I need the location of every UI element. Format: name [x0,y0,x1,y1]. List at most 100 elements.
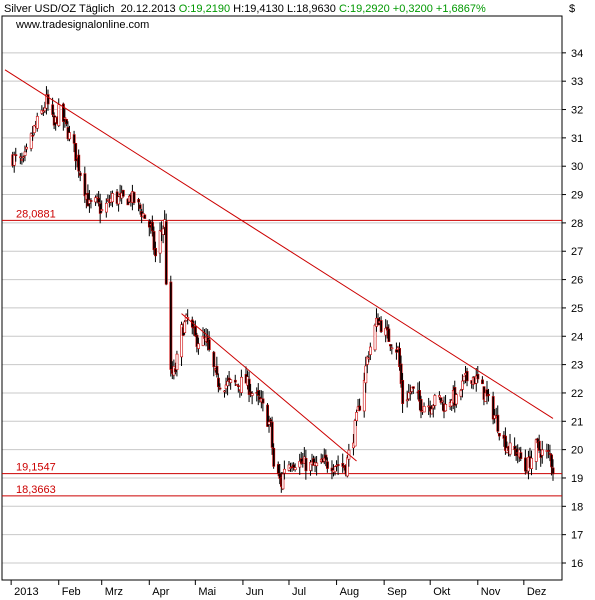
candle-body [433,395,437,406]
candle-body [496,414,500,432]
candle-body [89,200,93,202]
candle-body [324,454,328,461]
candle-body [111,193,114,203]
candle-body [218,387,222,390]
y-tick-label: 18 [571,501,583,513]
quote-date: 20.12.2013 [120,3,176,15]
x-tick-label: Mai [198,586,216,598]
candle-body [315,462,319,467]
y-tick-label: 28 [571,218,583,230]
candle-body [207,339,211,351]
candle-body [444,404,448,412]
candle-body [117,196,121,205]
candle-body [197,343,200,349]
candle-body [97,197,101,203]
candle-body [422,406,426,413]
candle-body [183,321,187,334]
candle-body [151,221,154,232]
y-tick-label: 17 [571,530,583,542]
candle-body [364,365,368,384]
candle-body [57,104,61,126]
candle-body [341,463,345,467]
candle-body [292,464,296,468]
candle-body [51,104,55,115]
candle-body [304,457,308,472]
candle-body [481,379,484,385]
candle-body [548,453,552,455]
candle-body [29,133,33,149]
candle-body [158,230,162,254]
candle-body [180,324,184,358]
candle-body [401,379,405,404]
candle-body [441,400,444,403]
candle-body [525,472,529,474]
candle-body [269,419,273,422]
candle-body [86,192,90,207]
candle-body [83,173,87,197]
candle-body [430,408,434,415]
y-tick-label: 32 [571,105,583,117]
candle-body [240,376,243,393]
level-label: 19,1547 [16,462,56,474]
y-tick-label: 20 [571,445,583,457]
candle-body [161,228,165,235]
level-label: 28,0881 [16,208,56,220]
candle-body [250,393,254,396]
candle-body [256,390,260,396]
candle-body [106,198,110,201]
candle-body [65,118,68,125]
candle-body [20,159,24,161]
candle-body [540,449,544,456]
candle-body [388,344,392,347]
level-label: 18,3663 [16,484,56,496]
candle-body [379,320,383,332]
candle-body [276,464,280,474]
candle-body [22,156,25,159]
candle-body [226,381,230,387]
candle-body [346,457,349,477]
instrument-name: Silver USD/OZ Täglich [4,3,115,15]
candle-body [32,125,36,133]
candle-body [491,396,495,420]
candle-body [175,353,179,370]
close-value: C:19,2920 +0,3200 +1,6867% [338,3,486,15]
candle-body [237,385,240,387]
candle-body [454,394,458,405]
candle-body [412,386,415,389]
candle-body [353,420,357,447]
y-tick-label: 25 [571,303,583,315]
candle-body [78,172,82,176]
x-tick-label: 2013 [14,586,38,598]
candle-body [169,281,173,370]
candle-body [261,398,265,404]
candle-body [355,412,359,422]
candle-body [465,371,469,382]
candle-body [462,375,466,382]
candle-body [72,134,76,144]
x-tick-label: Dez [527,586,547,598]
chart-header: Silver USD/OZ Täglich 20.12.2013 O:19,21… [4,3,486,15]
candle-body [223,390,227,393]
candle-body [138,204,142,209]
candle-body [369,346,372,355]
x-tick-label: Mrz [105,586,123,598]
candle-body [497,432,501,437]
y-tick-label: 21 [571,416,583,428]
open-value: O:19,2190 [178,3,231,15]
candle-body [333,466,337,473]
x-tick-label: Jun [246,586,264,598]
candle-body [229,379,233,383]
candle-body [326,461,329,469]
low-value: L:18,9630 [286,3,336,15]
y-tick-label: 26 [571,275,583,287]
currency-label: $ [569,3,576,15]
y-tick-label: 27 [571,246,583,258]
candle-body [373,324,377,351]
candle-body [270,421,274,448]
candle-body [46,94,50,105]
candle-body [439,397,443,403]
candle-body [217,377,220,388]
candle-body [212,351,216,368]
y-tick-label: 33 [571,76,583,88]
candle-body [132,191,136,204]
